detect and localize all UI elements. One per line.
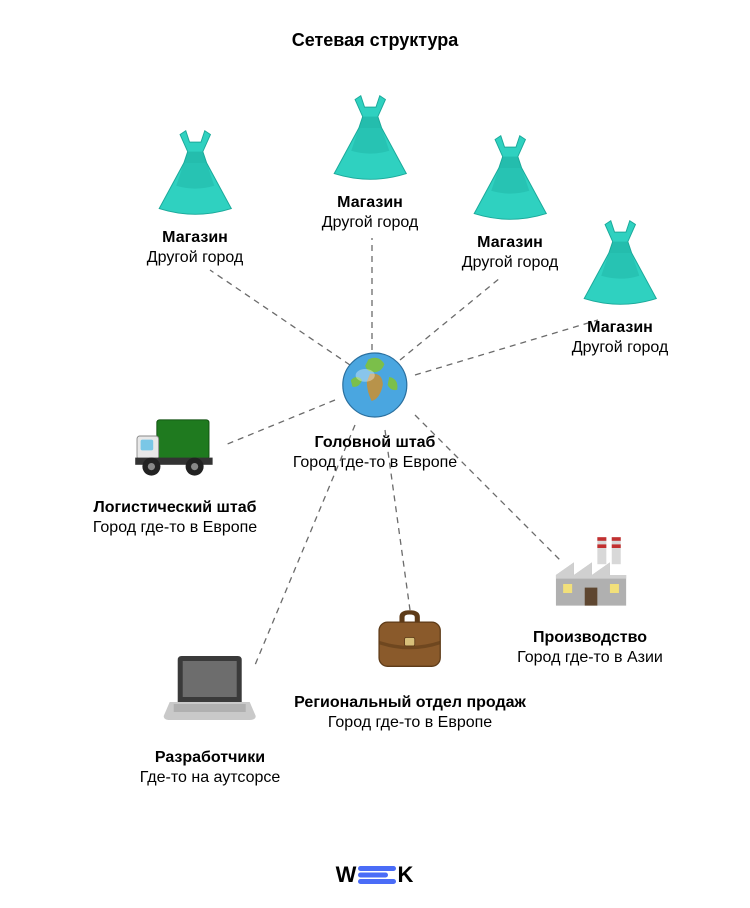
node-title: Региональный отдел продаж [294,693,526,713]
node-title: Магазин [147,228,243,248]
logo-bars-icon [358,864,396,890]
node-sub: Город где-то в Европе [293,453,457,473]
laptop-icon [140,640,281,746]
logo-letter-k: K [397,862,414,887]
node-sub: Город где-то в Европе [93,518,257,538]
globe-icon [293,345,457,431]
node-sub: Другой город [147,248,243,268]
node-devs: Разработчики Где-то на аутсорсе [140,640,281,788]
briefcase-icon [294,600,526,691]
node-sub: Где-то на аутсорсе [140,768,281,788]
dress-icon [322,90,418,191]
node-logistics: Логистический штаб Город где-то в Европе [93,400,257,538]
node-sales: Региональный отдел продаж Город где-то в… [294,600,526,733]
node-shop2: Магазин Другой город [322,90,418,233]
footer-logo: WK [0,862,750,890]
node-sub: Другой город [462,253,558,273]
node-hq: Головной штаб Город где-то в Европе [293,345,457,473]
node-title: Магазин [322,193,418,213]
node-sub: Другой город [572,338,668,358]
node-title: Производство [517,628,663,648]
diagram-canvas: Сетевая структура Головной штаб Город гд… [0,0,750,908]
logo-letter-w: W [336,862,358,887]
node-title: Логистический штаб [93,498,257,518]
node-sub: Город где-то в Азии [517,648,663,668]
node-title: Разработчики [140,748,281,768]
node-sub: Другой город [322,213,418,233]
node-shop4: Магазин Другой город [572,215,668,358]
dress-icon [147,125,243,226]
node-production: Производство Город где-то в Азии [517,530,663,668]
node-sub: Город где-то в Европе [294,713,526,733]
node-shop1: Магазин Другой город [147,125,243,268]
node-shop3: Магазин Другой город [462,130,558,273]
node-title: Магазин [462,233,558,253]
truck-icon [93,400,257,496]
node-title: Головной штаб [293,433,457,453]
dress-icon [462,130,558,231]
dress-icon [572,215,668,316]
diagram-title: Сетевая структура [0,30,750,51]
node-title: Магазин [572,318,668,338]
factory-icon [517,530,663,626]
